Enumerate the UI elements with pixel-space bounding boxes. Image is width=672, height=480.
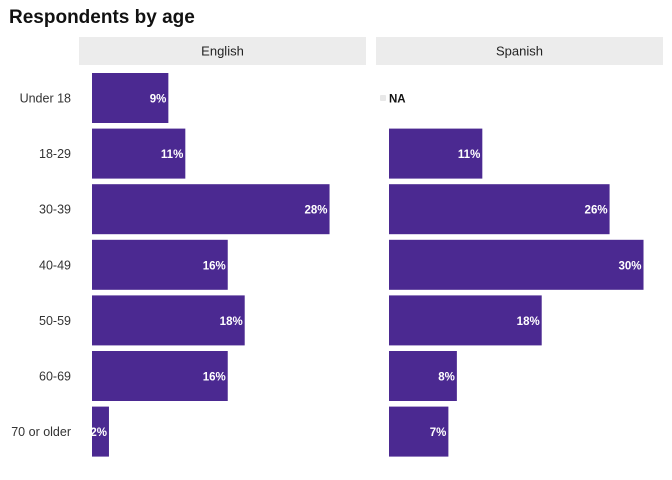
bar-label-english-40-49: 16% [203, 260, 226, 272]
bar-label-spanish-30-39: 26% [585, 205, 608, 217]
category-label-30-39: 30-39 [39, 203, 71, 217]
bar-english-70-or-older [92, 406, 109, 457]
facet-label-spanish: Spanish [496, 44, 543, 59]
bar-label-spanish-70-or-older: 7% [430, 427, 447, 439]
category-label-70-or-older: 70 or older [11, 425, 71, 439]
bar-label-english-70-or-older: 2% [90, 427, 107, 439]
bar-label-spanish-under-18: NA [389, 94, 406, 106]
bar-spanish-50-59 [389, 295, 542, 346]
bar-spanish-60-69 [389, 351, 457, 401]
bar-label-english-30-39: 28% [305, 205, 328, 217]
facet-label-english: English [201, 44, 244, 59]
bar-label-english-18-29: 11% [161, 149, 183, 161]
category-label-50-59: 50-59 [39, 314, 71, 328]
bar-label-english-under-18: 9% [150, 94, 167, 106]
category-label-18-29: 18-29 [39, 147, 71, 161]
bar-spanish-18-29 [389, 128, 483, 179]
category-label-under-18: Under 18 [20, 92, 71, 106]
facet-english: English 9% 11% 28% 16% 18% 16% 2% [79, 37, 366, 457]
bar-spanish-30-39 [389, 184, 610, 235]
bar-label-english-60-69: 16% [203, 372, 226, 384]
facet-header-english [79, 37, 366, 65]
bar-label-spanish-18-29: 11% [458, 149, 480, 161]
bar-spanish-40-49 [389, 239, 644, 290]
bar-spanish-70-or-older [389, 406, 449, 457]
bar-english-under-18 [92, 73, 169, 123]
na-marker [380, 95, 386, 101]
chart-title: Respondents by age [9, 7, 195, 28]
bar-english-40-49 [92, 239, 228, 290]
facet-header-spanish [376, 37, 663, 65]
bar-label-english-50-59: 18% [220, 316, 243, 328]
bar-label-spanish-50-59: 18% [517, 316, 540, 328]
category-label-60-69: 60-69 [39, 370, 71, 384]
bar-label-spanish-40-49: 30% [618, 260, 641, 272]
bar-english-30-39 [92, 184, 330, 235]
category-label-40-49: 40-49 [39, 258, 71, 272]
facet-spanish: Spanish NA 11% 26% 30% 18% 8% 7% [376, 37, 663, 457]
bar-english-18-29 [92, 128, 186, 179]
bar-label-spanish-60-69: 8% [438, 372, 455, 384]
bar-english-60-69 [92, 351, 228, 401]
bar-english-50-59 [92, 295, 245, 346]
